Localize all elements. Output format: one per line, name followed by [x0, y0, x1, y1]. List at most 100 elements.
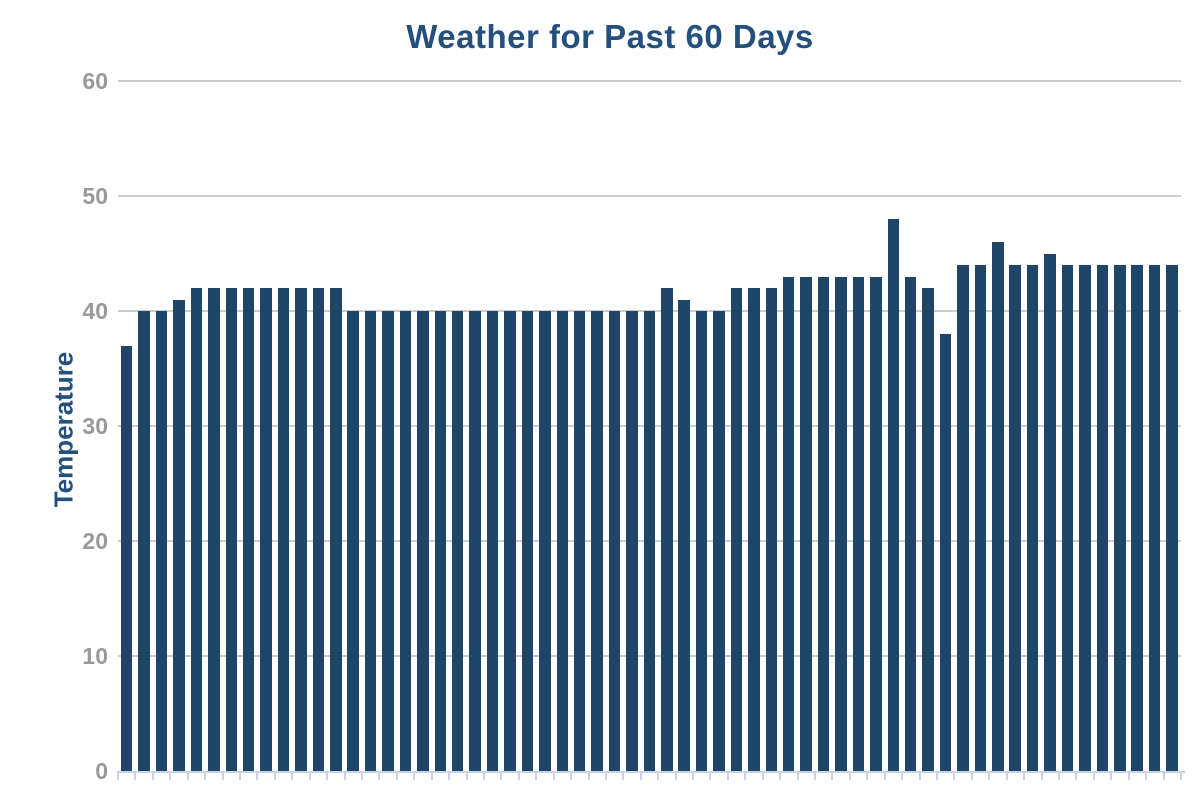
- bar-slot: [1146, 81, 1163, 771]
- bar-day-54[interactable]: [1044, 253, 1056, 771]
- x-tick: [517, 771, 520, 780]
- bar-slot: [815, 81, 832, 771]
- bar-day-60[interactable]: [1148, 265, 1161, 771]
- bar-day-50[interactable]: [974, 265, 987, 771]
- bar-day-25[interactable]: [539, 311, 551, 771]
- bar-slot: [1041, 81, 1058, 771]
- bar-day-20[interactable]: [451, 311, 464, 771]
- bar-slot: [449, 81, 466, 771]
- x-tick: [692, 771, 695, 780]
- bar-day-27[interactable]: [573, 311, 586, 771]
- bar-day-58[interactable]: [1114, 265, 1126, 771]
- bar-day-48[interactable]: [939, 334, 952, 771]
- bar-day-16[interactable]: [382, 311, 394, 771]
- bar-day-4[interactable]: [173, 299, 185, 771]
- bar-day-37[interactable]: [748, 288, 760, 771]
- bar-day-33[interactable]: [678, 299, 690, 771]
- bar-day-24[interactable]: [521, 311, 534, 771]
- bar-day-52[interactable]: [1009, 265, 1021, 771]
- bar-day-53[interactable]: [1026, 265, 1039, 771]
- bar-day-39[interactable]: [783, 276, 795, 771]
- bar-slot: [466, 81, 483, 771]
- x-axis-baseline: [118, 771, 1186, 773]
- bar-day-23[interactable]: [504, 311, 516, 771]
- x-axis-ticks: [117, 771, 1182, 781]
- bar-day-43[interactable]: [852, 276, 865, 771]
- bar-day-22[interactable]: [486, 311, 499, 771]
- bar-slot: [135, 81, 152, 771]
- chart-title: Weather for Past 60 Days: [406, 18, 814, 55]
- x-tick: [831, 771, 834, 780]
- bar-slot: [275, 81, 292, 771]
- bar-day-40[interactable]: [800, 276, 812, 771]
- bar-slot: [310, 81, 327, 771]
- bar-day-11[interactable]: [295, 288, 307, 771]
- bar-day-38[interactable]: [765, 288, 778, 771]
- bar-day-28[interactable]: [591, 311, 603, 771]
- bar-day-29[interactable]: [608, 311, 621, 771]
- plot-area: [117, 80, 1186, 780]
- bar-day-61[interactable]: [1166, 265, 1178, 771]
- x-tick: [1058, 771, 1061, 780]
- x-tick: [1023, 771, 1026, 780]
- bar-day-42[interactable]: [835, 276, 847, 771]
- bar-day-44[interactable]: [870, 276, 882, 771]
- bar-day-36[interactable]: [730, 288, 743, 771]
- x-tick: [395, 771, 398, 780]
- x-tick: [639, 771, 642, 780]
- bar-slot: [763, 81, 780, 771]
- bar-day-45[interactable]: [887, 219, 900, 771]
- bar-slot: [1094, 81, 1111, 771]
- bar-day-34[interactable]: [695, 311, 708, 771]
- bar-day-56[interactable]: [1079, 265, 1091, 771]
- bar-slot: [867, 81, 884, 771]
- bar-day-2[interactable]: [138, 311, 150, 771]
- bar-day-49[interactable]: [957, 265, 969, 771]
- bar-day-59[interactable]: [1131, 265, 1143, 771]
- bar-day-12[interactable]: [312, 288, 325, 771]
- bar-slot: [919, 81, 936, 771]
- x-tick: [378, 771, 381, 780]
- bar-day-6[interactable]: [208, 288, 220, 771]
- bar-day-35[interactable]: [713, 311, 725, 771]
- bar-day-15[interactable]: [364, 311, 377, 771]
- bar-day-55[interactable]: [1061, 265, 1074, 771]
- bar-day-32[interactable]: [661, 288, 673, 771]
- bar-slot: [257, 81, 274, 771]
- x-tick: [360, 771, 363, 780]
- bar-day-3[interactable]: [155, 311, 168, 771]
- x-tick: [413, 771, 416, 780]
- bar-day-10[interactable]: [277, 288, 290, 771]
- bar-day-57[interactable]: [1096, 265, 1109, 771]
- bar-slot: [501, 81, 518, 771]
- bar-day-1[interactable]: [120, 345, 133, 771]
- bar-slot: [344, 81, 361, 771]
- bar-day-26[interactable]: [556, 311, 568, 771]
- bar-day-51[interactable]: [992, 242, 1004, 771]
- bar-slot: [571, 81, 588, 771]
- bar-day-9[interactable]: [260, 288, 272, 771]
- bar-day-5[interactable]: [190, 288, 203, 771]
- bar-day-8[interactable]: [242, 288, 255, 771]
- bar-day-31[interactable]: [643, 311, 656, 771]
- bar-day-17[interactable]: [399, 311, 412, 771]
- bar-day-19[interactable]: [434, 311, 447, 771]
- y-axis-tick-labels: 0 10 20 30 40 50 60: [56, 70, 108, 783]
- bar-day-7[interactable]: [225, 288, 237, 771]
- bar-day-41[interactable]: [817, 276, 830, 771]
- y-tick-label-30: 30: [82, 413, 108, 439]
- x-tick: [151, 771, 154, 780]
- x-tick: [1145, 771, 1148, 780]
- bar-slot: [536, 81, 553, 771]
- bar-day-21[interactable]: [469, 311, 481, 771]
- y-tick-label-40: 40: [82, 298, 108, 324]
- bar-day-13[interactable]: [330, 288, 342, 771]
- bar-day-46[interactable]: [904, 276, 917, 771]
- bar-day-30[interactable]: [626, 311, 638, 771]
- bar-day-47[interactable]: [922, 288, 934, 771]
- bar-slot: [885, 81, 902, 771]
- bar-day-14[interactable]: [347, 311, 359, 771]
- bar-day-18[interactable]: [417, 311, 429, 771]
- x-tick: [273, 771, 276, 780]
- x-tick: [744, 771, 747, 780]
